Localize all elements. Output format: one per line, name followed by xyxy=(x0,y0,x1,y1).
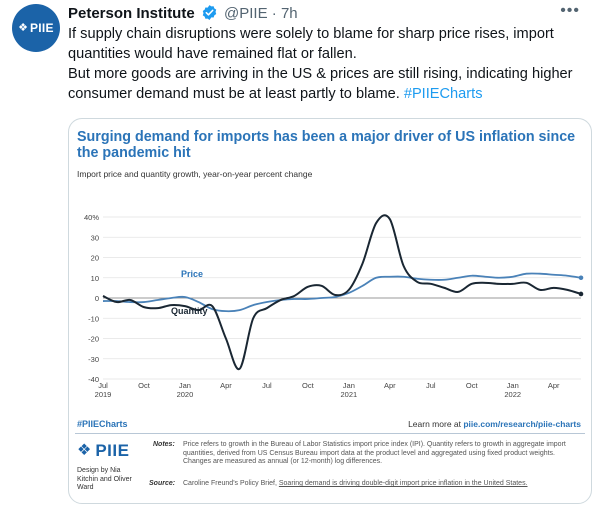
tweet-text-line-2: But more goods are arriving in the US & … xyxy=(68,64,588,104)
x-tick-label: Jan xyxy=(507,381,519,390)
chart-image: Surging demand for imports has been a ma… xyxy=(69,119,591,503)
more-options-icon[interactable]: ••• xyxy=(560,2,580,19)
separator-dot: · xyxy=(271,5,277,22)
x-tick-year: 2021 xyxy=(340,390,357,399)
tweet-header: Peterson Institute @PIIE · 7h xyxy=(68,4,298,23)
chart-lines xyxy=(102,214,584,370)
avatar[interactable]: ❖ PIIE xyxy=(12,4,60,52)
tweet-text-line-2-body: But more goods are arriving in the US & … xyxy=(68,66,573,102)
quantity-series-line xyxy=(102,214,582,370)
logo-text: PIIE xyxy=(95,441,130,460)
chart-subtitle: Import price and quantity growth, year-o… xyxy=(77,169,313,179)
learn-more: Learn more at piie.com/research/piie-cha… xyxy=(408,419,581,429)
x-tick-label: Jan xyxy=(343,381,355,390)
y-axis-ticks: 40% 30 20 10 0 -10 -20 -30 -40 xyxy=(84,213,99,384)
x-tick-year: 2019 xyxy=(95,390,112,399)
source-link: Soaring demand is driving double-digit i… xyxy=(278,480,528,487)
price-endpoint xyxy=(578,275,584,281)
source-text: Caroline Freund's Policy Brief, Soaring … xyxy=(183,480,528,487)
verified-badge-icon xyxy=(202,5,217,20)
notes-label: Notes: xyxy=(153,441,175,448)
y-tick-label: -40 xyxy=(88,375,99,384)
tweet-text-line-1: If supply chain disruptions were solely … xyxy=(68,26,554,62)
footer-divider xyxy=(75,433,585,434)
avatar-label: PIIE xyxy=(29,21,54,35)
tweet-timestamp[interactable]: 7h xyxy=(280,5,298,22)
y-tick-label: -10 xyxy=(88,314,99,323)
author-handle[interactable]: @PIIE xyxy=(224,5,268,22)
piie-logo: ❖ PIIE xyxy=(77,441,129,461)
x-tick-year: 2020 xyxy=(177,390,194,399)
x-tick-label: Apr xyxy=(384,381,396,390)
tweet-text: If supply chain disruptions were solely … xyxy=(68,24,588,104)
piie-logo-icon: ❖ xyxy=(18,21,28,34)
source-prefix: Caroline Freund's Policy Brief, xyxy=(183,480,279,487)
card-hashtag: #PIIECharts xyxy=(77,419,128,429)
hashtag-link[interactable]: #PIIECharts xyxy=(403,86,483,102)
learn-more-link: piie.com/research/piie-charts xyxy=(463,419,581,429)
y-tick-label: -30 xyxy=(88,355,99,364)
x-tick-label: Apr xyxy=(548,381,560,390)
chart-grid xyxy=(103,216,581,380)
media-card[interactable]: Surging demand for imports has been a ma… xyxy=(68,118,592,504)
y-tick-label: 40% xyxy=(84,213,99,222)
x-tick-label: Oct xyxy=(138,381,151,390)
y-tick-label: -20 xyxy=(88,335,99,344)
quantity-endpoint xyxy=(578,291,584,297)
piie-logo-icon: ❖ xyxy=(77,442,92,459)
chart-title: Surging demand for imports has been a ma… xyxy=(77,129,576,161)
source-label: Source: xyxy=(149,480,176,487)
price-series-label: Price xyxy=(181,269,203,279)
y-tick-label: 0 xyxy=(95,294,99,303)
x-tick-year: 2022 xyxy=(504,390,521,399)
x-tick-label: Jul xyxy=(426,381,436,390)
notes-text: Price refers to growth in the Bureau of … xyxy=(183,441,566,466)
x-tick-label: Apr xyxy=(220,381,232,390)
y-tick-label: 10 xyxy=(91,274,99,283)
y-tick-label: 30 xyxy=(91,233,99,242)
x-tick-label: Jan xyxy=(179,381,191,390)
x-tick-label: Oct xyxy=(302,381,315,390)
x-tick-label: Jul xyxy=(98,381,108,390)
learn-more-prefix: Learn more at xyxy=(408,419,464,429)
x-tick-label: Jul xyxy=(262,381,272,390)
author-name[interactable]: Peterson Institute xyxy=(68,5,195,22)
y-tick-label: 20 xyxy=(91,254,99,263)
quantity-series-label: Quantity xyxy=(171,306,208,316)
designer-credit: Design by Nia Kitchin and Oliver Ward xyxy=(77,467,132,491)
x-tick-label: Oct xyxy=(466,381,479,390)
